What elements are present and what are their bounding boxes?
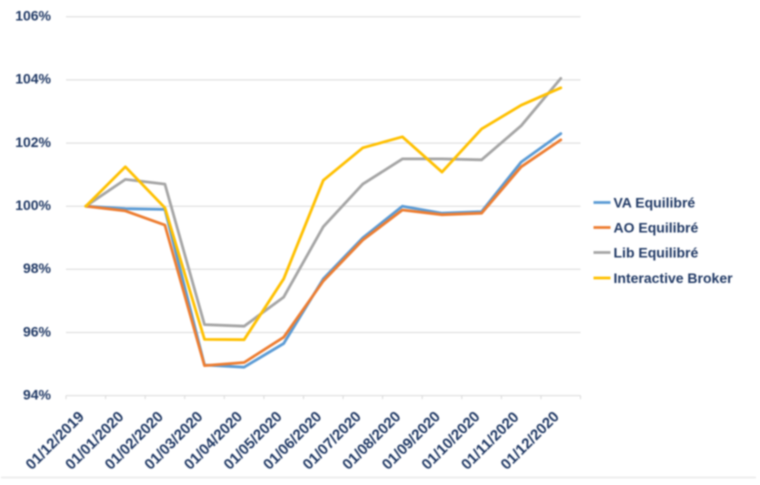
svg-text:AO Equilibré: AO Equilibré (614, 219, 699, 235)
svg-text:106%: 106% (15, 8, 51, 24)
svg-text:VA Equilibré: VA Equilibré (614, 194, 696, 210)
svg-text:Lib Equilibré: Lib Equilibré (614, 244, 699, 260)
svg-text:96%: 96% (23, 323, 52, 339)
svg-text:100%: 100% (15, 197, 51, 213)
svg-text:102%: 102% (15, 134, 51, 150)
svg-text:Interactive Broker: Interactive Broker (614, 270, 734, 286)
svg-text:94%: 94% (23, 386, 52, 402)
svg-text:104%: 104% (15, 71, 51, 87)
svg-text:98%: 98% (23, 260, 52, 276)
